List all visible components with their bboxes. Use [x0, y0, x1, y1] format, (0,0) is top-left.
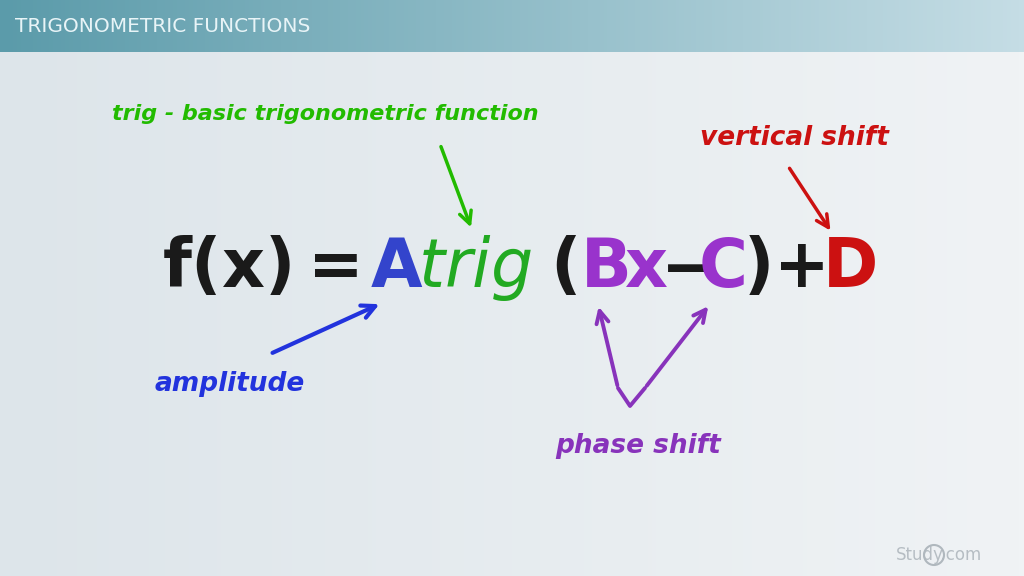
Text: $\mathbf{x}$: $\mathbf{x}$	[624, 235, 668, 301]
Text: TRIGONOMETRIC FUNCTIONS: TRIGONOMETRIC FUNCTIONS	[15, 17, 310, 36]
Text: $\mathbf{A}$: $\mathbf{A}$	[370, 235, 423, 301]
Text: $\mathit{trig}$: $\mathit{trig}$	[418, 233, 531, 303]
Text: $\mathbf{B}$: $\mathbf{B}$	[580, 235, 628, 301]
Text: $\mathbf{)}$: $\mathbf{)}$	[743, 235, 770, 301]
Text: Study.com: Study.com	[896, 546, 982, 564]
Text: $\mathbf{C}$: $\mathbf{C}$	[698, 235, 744, 301]
Text: $\mathbf{f(x) = }$: $\mathbf{f(x) = }$	[162, 235, 358, 301]
Text: $\mathbf{(}$: $\mathbf{(}$	[550, 235, 578, 301]
Text: $\mathbf{D}$: $\mathbf{D}$	[822, 235, 876, 301]
Text: trig - basic trigonometric function: trig - basic trigonometric function	[112, 104, 539, 124]
Text: $\mathbf{-}$: $\mathbf{-}$	[660, 235, 711, 301]
Text: phase shift: phase shift	[555, 433, 721, 459]
Text: amplitude: amplitude	[155, 371, 305, 397]
Text: vertical shift: vertical shift	[700, 125, 889, 151]
Text: $\mathbf{+}$: $\mathbf{+}$	[773, 235, 823, 301]
